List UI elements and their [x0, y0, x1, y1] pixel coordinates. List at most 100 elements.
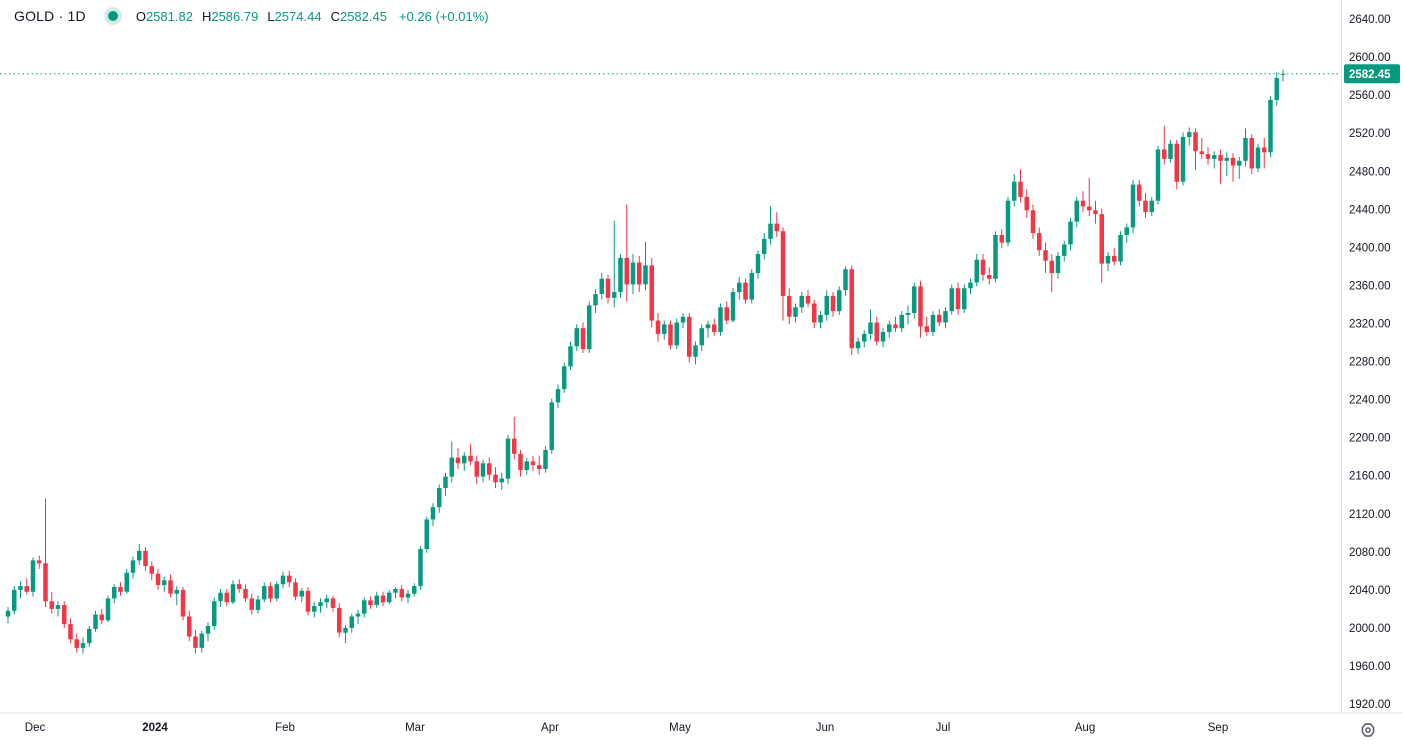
close-value: 2582.45 [339, 8, 387, 24]
candle-body [1230, 157, 1236, 166]
candle-body [518, 453, 523, 470]
candle-body [505, 438, 511, 479]
candle-body [93, 614, 98, 629]
candle-body [849, 269, 854, 349]
price-tick-label[interactable]: 2600.00 [1349, 52, 1391, 64]
price-tick-label[interactable]: 2560.00 [1349, 90, 1391, 102]
candle-body [268, 586, 273, 599]
candle-body [174, 589, 179, 594]
candle-body [399, 588, 404, 598]
candle-body [780, 231, 786, 296]
candle-body [43, 563, 48, 602]
candle-body [437, 488, 442, 508]
time-tick-label[interactable]: Sep [1208, 722, 1228, 734]
candle-body [724, 307, 729, 321]
candle-body [205, 626, 211, 634]
candle-body [799, 295, 804, 308]
candle-body [5, 610, 11, 617]
candle-body [1037, 233, 1042, 251]
candle-body [1149, 200, 1154, 213]
price-tick-label[interactable]: 2040.00 [1349, 585, 1391, 597]
time-tick-label[interactable]: Feb [275, 722, 295, 734]
price-tick-label[interactable]: 2640.00 [1349, 14, 1391, 26]
candle-body [1137, 184, 1142, 201]
candle-body [474, 461, 479, 477]
price-tick-label[interactable]: 2520.00 [1349, 128, 1391, 140]
price-tick-label[interactable]: 2000.00 [1349, 623, 1391, 635]
price-tick-label[interactable]: 2400.00 [1349, 242, 1391, 254]
candle-body [543, 450, 548, 469]
time-tick-label[interactable]: 2024 [142, 722, 168, 734]
candle-body [630, 262, 636, 285]
candle-body [718, 307, 723, 332]
time-tick-label[interactable]: Mar [405, 722, 425, 734]
price-tick-label[interactable]: 2080.00 [1349, 547, 1391, 559]
time-tick-label[interactable]: Apr [541, 722, 559, 734]
candle-body [730, 292, 736, 321]
candle-body [212, 601, 217, 626]
price-tick-label[interactable]: 1920.00 [1349, 699, 1391, 711]
candle-body [87, 628, 92, 644]
price-tick-label[interactable]: 2160.00 [1349, 471, 1391, 483]
candle-body [24, 586, 29, 592]
candle-body [693, 345, 698, 357]
candle-body [380, 595, 386, 603]
candle-body [424, 519, 429, 549]
time-tick-label[interactable]: Jul [936, 722, 951, 734]
candle-body [1087, 206, 1092, 211]
symbol-title[interactable]: GOLD · 1D [14, 8, 86, 24]
candle-body [343, 627, 348, 633]
time-tick-label[interactable]: Aug [1075, 722, 1095, 734]
candle-body [218, 592, 223, 602]
candle-body [243, 588, 248, 599]
candle-body [649, 265, 654, 321]
candle-body [987, 275, 992, 279]
time-tick-label[interactable]: May [669, 722, 691, 734]
price-tick-label[interactable]: 2320.00 [1349, 319, 1391, 331]
low-value: 2574.44 [274, 8, 322, 24]
candle-body [287, 575, 292, 583]
candle-body [587, 305, 592, 350]
candle-body [1118, 235, 1123, 262]
candle-body [974, 259, 979, 283]
candle-body [249, 598, 254, 610]
candle-body [193, 636, 198, 648]
candle-body [705, 324, 711, 329]
price-tick-label[interactable]: 2480.00 [1349, 166, 1391, 178]
market-status-dot-icon[interactable] [107, 11, 118, 21]
candle-body [674, 322, 679, 346]
candle-body [855, 341, 861, 349]
price-tick-label[interactable]: 1960.00 [1349, 661, 1391, 673]
axis-settings-button[interactable] [1357, 719, 1379, 741]
candle-body [993, 235, 998, 279]
candle-body [1174, 143, 1179, 182]
candle-body [1255, 147, 1261, 169]
candle-body [643, 265, 648, 285]
candle-body [793, 307, 798, 317]
time-tick-label[interactable]: Dec [25, 722, 46, 734]
price-tick-label[interactable]: 2360.00 [1349, 280, 1391, 292]
candle-body [312, 606, 317, 612]
candle-body [1030, 210, 1036, 234]
price-tick-label[interactable]: 2240.00 [1349, 395, 1391, 407]
candle-body [480, 463, 486, 477]
price-tick-label[interactable]: 2440.00 [1349, 204, 1391, 216]
price-tick-label[interactable]: 2280.00 [1349, 357, 1391, 369]
candle-body [749, 273, 754, 300]
candle-body [1024, 196, 1029, 211]
candle-body [1274, 78, 1279, 100]
candle-body [99, 614, 104, 621]
price-tick-label[interactable]: 2200.00 [1349, 433, 1391, 445]
price-tick-label[interactable]: 2120.00 [1349, 509, 1391, 521]
candle-body [405, 593, 411, 598]
candle-body [530, 461, 536, 466]
candle-body [837, 290, 842, 312]
candle-body [980, 259, 986, 275]
candle-body [568, 346, 573, 367]
last-price-badge-text: 2582.45 [1349, 69, 1391, 81]
time-tick-label[interactable]: Jun [816, 722, 835, 734]
candle-body [155, 573, 161, 586]
candle-body [230, 584, 236, 603]
candle-body [1074, 200, 1079, 222]
